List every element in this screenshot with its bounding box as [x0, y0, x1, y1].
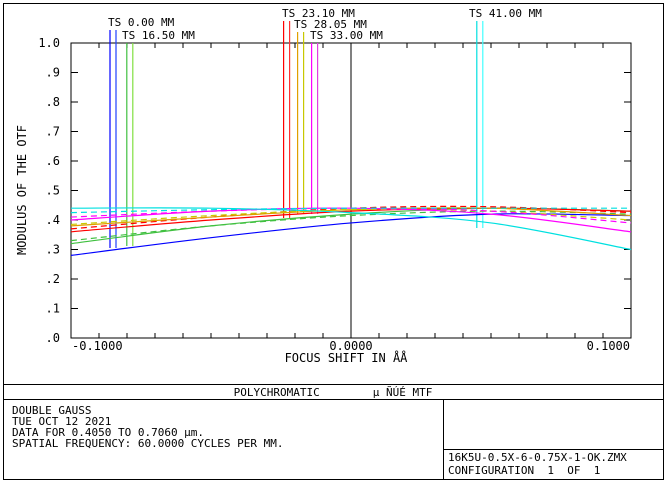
x-tick-label: 0.0000: [329, 339, 372, 353]
panel-title: POLYCHROMATIC µ ÑÚÉ MTF: [234, 386, 433, 399]
y-tick-label: .1: [46, 302, 60, 316]
y-tick-label: .9: [46, 66, 60, 80]
info-line-4: SPATIAL FREQUENCY: 60.0000 CYCLES PER MM…: [12, 437, 284, 450]
y-tick-label: .8: [46, 95, 60, 109]
y-tick-label: .2: [46, 272, 60, 286]
x-tick-label: 0.1000: [587, 339, 630, 353]
y-tick-label: .0: [46, 331, 60, 345]
y-tick-label: 1.0: [38, 36, 60, 50]
info-line-2: TUE OCT 12 2021: [12, 415, 111, 428]
field-marker-label: TS 33.00 MM: [310, 29, 383, 42]
mtf-curve-3: [70, 207, 632, 233]
y-tick-label: .5: [46, 184, 60, 198]
mtf-curve-0: [70, 213, 632, 256]
y-tick-label: .7: [46, 125, 60, 139]
y-axis-label: MODULUS OF THE OTF: [15, 125, 29, 255]
x-tick-label: -0.1000: [72, 339, 123, 353]
mtf-curves: [70, 205, 632, 256]
mtf-curve-6: [70, 208, 632, 226]
x-axis-ticks: -0.1000 0.0000 0.1000: [70, 43, 632, 353]
y-tick-label: .4: [46, 213, 60, 227]
field-marker-label: TS 41.00 MM: [469, 7, 542, 20]
x-axis-label: FOCUS SHIFT IN ÅÅ: [285, 350, 409, 365]
mtf-curve-10: [70, 207, 631, 214]
configuration-label: CONFIGURATION 1 OF 1: [448, 464, 600, 477]
figure-border: [3, 3, 664, 480]
y-tick-label: .3: [46, 243, 60, 257]
file-name: 16K5U-0.5X-6-0.75X-1-OK.ZMX: [448, 451, 627, 464]
mtf-curve-9: [70, 207, 632, 251]
y-axis-ticks: .0 .1 .2 .3 .4 .5 .6 .7 .8 .9 1.0: [38, 36, 631, 345]
info-line-3: DATA FOR 0.4050 TO 0.7060 µm.: [12, 426, 204, 439]
field-marker-label: TS 28.05 MM: [294, 18, 367, 31]
field-marker-label: TS 23.10 MM: [282, 7, 355, 20]
y-tick-label: .6: [46, 154, 60, 168]
field-marker-label: TS 0.00 MM: [108, 16, 175, 29]
field-marker-label: TS 16.50 MM: [122, 29, 195, 42]
mtf-curve-2: [70, 210, 632, 242]
info-line-1: DOUBLE GAUSS: [12, 404, 91, 417]
